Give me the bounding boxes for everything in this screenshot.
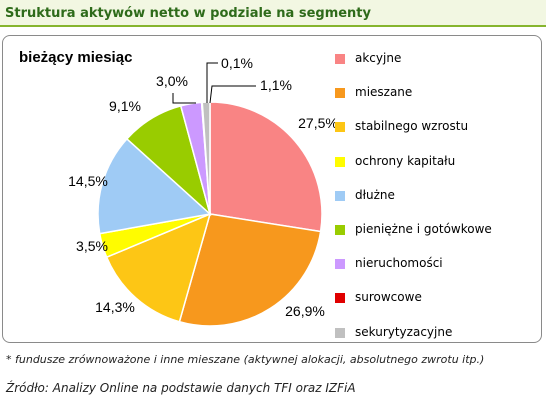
legend-label: dłużne bbox=[355, 187, 395, 202]
legend-swatch bbox=[335, 225, 345, 235]
legend-swatch bbox=[335, 88, 345, 99]
footnote: * fundusze zrównoważone i inne mieszane … bbox=[6, 353, 485, 366]
data-label-sekurytyzacyjne: 1,1% bbox=[260, 77, 292, 93]
data-label-dłużne: 14,5% bbox=[68, 173, 108, 189]
pie-slice-dłużne bbox=[97, 137, 212, 235]
legend-swatch bbox=[335, 156, 345, 167]
leader-line-nieruchomości bbox=[172, 93, 196, 104]
data-label-ochrony-kapitału: 3,5% bbox=[76, 238, 108, 254]
legend-label: ochrony kapitału bbox=[355, 153, 456, 168]
legend-label: sekurytyzacyjne bbox=[355, 324, 453, 339]
page-title: Struktura aktywów netto w podziale na se… bbox=[5, 6, 371, 21]
pie-slice-akcyjne bbox=[209, 101, 323, 233]
chart-subtitle: bieżący miesiąc bbox=[19, 49, 133, 66]
legend-swatch bbox=[335, 122, 345, 133]
pie-slice-mieszane bbox=[178, 213, 322, 327]
source-note: Źródło: Analizy Online na podstawie dany… bbox=[6, 381, 356, 395]
legend-label: surowcowe bbox=[355, 290, 422, 305]
data-label-surowcowe: 0,1% bbox=[221, 55, 253, 71]
leader-line-surowcowe bbox=[206, 62, 218, 103]
legend-swatch bbox=[335, 259, 345, 270]
header-bar: Struktura aktywów netto w podziale na se… bbox=[0, 0, 546, 27]
data-label-stabilnego-wzrostu: 14,3% bbox=[95, 299, 135, 315]
data-label-akcyjne: 27,5% bbox=[298, 115, 338, 131]
legend-label: mieszane bbox=[355, 85, 413, 100]
legend-label: akcyjne bbox=[355, 51, 402, 65]
data-label-pieniężne-i-gotówkowe: 9,1% bbox=[109, 98, 141, 114]
legend-swatch bbox=[335, 327, 345, 338]
pie-slice-stabilnego-wzrostu bbox=[105, 212, 212, 323]
legend-swatch bbox=[335, 54, 345, 64]
legend-label: nieruchomości bbox=[355, 256, 443, 271]
data-label-mieszane: 26,9% bbox=[285, 303, 325, 319]
legend-swatch bbox=[335, 293, 345, 304]
pie-chart: 27,5% 26,9% 14,3% 3,5% 14,5% 9,1% 3,0% 0,1% 1,1% bbox=[68, 55, 338, 327]
legend-swatch bbox=[335, 190, 345, 201]
data-label-nieruchomości: 3,0% bbox=[156, 73, 188, 89]
legend-label: stabilnego wzrostu bbox=[355, 119, 469, 134]
legend-label: pieniężne i gotówkowe bbox=[355, 222, 492, 236]
leader-line-sekurytyzacyjne bbox=[209, 85, 256, 104]
